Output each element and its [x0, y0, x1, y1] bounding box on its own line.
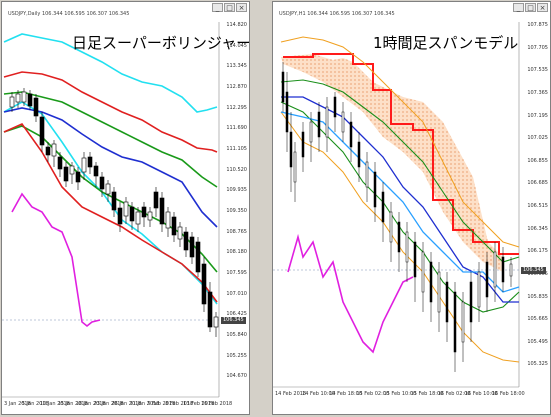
price-tick-label: 106.425 — [226, 311, 247, 318]
price-tick-label: 107.195 — [527, 112, 548, 119]
minimize-icon[interactable]: _ — [513, 3, 524, 12]
price-tick-label: 107.010 — [226, 290, 247, 297]
price-tick-label: 109.935 — [226, 187, 247, 194]
price-tick-label: 105.325 — [527, 361, 548, 368]
price-tick-label: 112.870 — [226, 84, 247, 90]
time-tick-label: 16 Feb 10:00 — [464, 391, 498, 397]
price-tick-label: 111.690 — [226, 125, 247, 132]
price-tick-label: 108.765 — [226, 228, 247, 235]
time-tick-label: 14 Feb 10:00 — [302, 391, 335, 397]
price-tick-label: 107.365 — [527, 89, 548, 96]
price-tick-label: 106.345 — [527, 225, 548, 232]
price-tick-label: 106.685 — [527, 180, 548, 187]
window-controls: _ □ × — [513, 3, 548, 12]
hourly-chart-canvas[interactable] — [273, 2, 550, 414]
time-tick-label: 13 Feb 2018 — [183, 401, 215, 407]
time-tick-label: 3 Jan 2018 — [4, 401, 31, 407]
price-tick-label: 112.295 — [226, 104, 247, 111]
time-tick-label: 10 Jan 2018 — [39, 401, 70, 407]
price-tick-label: 114.820 — [226, 22, 247, 28]
price-axis: 107.875 107.705 107.535 107.365 107.195 107.0… — [520, 22, 550, 387]
time-axis: 14 Feb 2018 14 Feb 10:00 14 Feb 18:00 15 Fe… — [273, 388, 525, 402]
time-tick-label: 14 Feb 2018 — [275, 391, 307, 397]
maximize-icon[interactable]: □ — [525, 3, 536, 12]
price-tick-label: 105.840 — [226, 332, 247, 338]
price-tick-label: 107.875 — [527, 22, 548, 28]
maximize-icon[interactable]: □ — [224, 3, 235, 12]
symbol-info: USDJPY,H1 106.344 106.595 106.307 106.34… — [279, 11, 395, 17]
time-tick-label: 16 Feb 18:00 — [491, 391, 525, 397]
price-tick-label: 108.180 — [226, 249, 247, 256]
time-tick-label: 26 Jan 2018 — [111, 401, 142, 407]
time-tick-label: 5 Jan 2018 — [21, 401, 49, 407]
price-tick-label: 107.535 — [527, 67, 548, 74]
time-tick-label: 16 Feb 2018 — [201, 401, 233, 407]
price-tick-label: 104.670 — [226, 373, 247, 380]
hourly-chart-window[interactable]: _ □ × — [272, 1, 551, 415]
time-tick-label: 15 Feb 02:00 — [356, 391, 390, 397]
price-tick-label: 111.105 — [226, 146, 247, 152]
time-tick-label: 5 Feb 2018 — [147, 401, 176, 407]
time-tick-label: 15 Feb 10:00 — [383, 391, 417, 397]
price-tick-label: 109.350 — [226, 208, 247, 214]
close-icon[interactable]: × — [537, 3, 548, 12]
daily-chart-canvas[interactable] — [2, 2, 249, 414]
daily-chart-window[interactable]: _ □ × — [1, 1, 250, 415]
price-tick-label: 105.835 — [527, 293, 548, 300]
time-tick-label: 16 Feb 02:00 — [437, 391, 471, 397]
time-tick-label: 8 Feb 2018 — [165, 401, 194, 407]
price-tick-label: 110.520 — [226, 166, 247, 173]
current-price-label: 106.345 — [521, 267, 546, 274]
current-price-label: 106.345 — [221, 317, 246, 324]
price-tick-label: 113.345 — [226, 63, 247, 70]
time-tick-label: 15 Feb 18:00 — [410, 391, 444, 397]
minimize-icon[interactable]: _ — [212, 3, 223, 12]
time-tick-label: 23 Jan 2018 — [93, 401, 124, 407]
price-tick-label: 107.705 — [527, 44, 548, 51]
overlay-title: 1時間足スパンモデル — [373, 34, 519, 52]
time-tick-label: 15 Jan 2018 — [57, 401, 88, 407]
close-icon[interactable]: × — [236, 3, 247, 12]
window-controls: _ □ × — [212, 3, 247, 12]
price-tick-label: 106.515 — [527, 203, 548, 209]
price-tick-label: 106.855 — [527, 157, 548, 164]
symbol-info: USDJPY,Daily 106.344 106.595 106.307 106… — [8, 11, 130, 17]
price-tick-label: 107.595 — [226, 270, 247, 276]
price-tick-label: 105.255 — [226, 352, 247, 359]
price-tick-label: 105.495 — [527, 338, 548, 345]
overlay-title: 日足スーパーボリンジャー — [72, 34, 250, 52]
time-tick-label: 31 Jan 2018 — [129, 401, 160, 407]
time-axis: 3 Jan 2018 5 Jan 2018 10 Jan 2018 15 Jan 20… — [2, 398, 232, 412]
price-tick-label: 106.175 — [527, 248, 548, 255]
price-tick-label: 105.665 — [527, 316, 548, 323]
price-tick-label: 107.025 — [527, 135, 548, 142]
time-tick-label: 18 Jan 2018 — [75, 401, 106, 407]
price-axis: 114.820 114.045 113.345 112.870 112.295 111.6… — [220, 22, 249, 397]
price-tick-label: 114.045 — [226, 42, 247, 49]
time-tick-label: 14 Feb 18:00 — [329, 391, 363, 397]
